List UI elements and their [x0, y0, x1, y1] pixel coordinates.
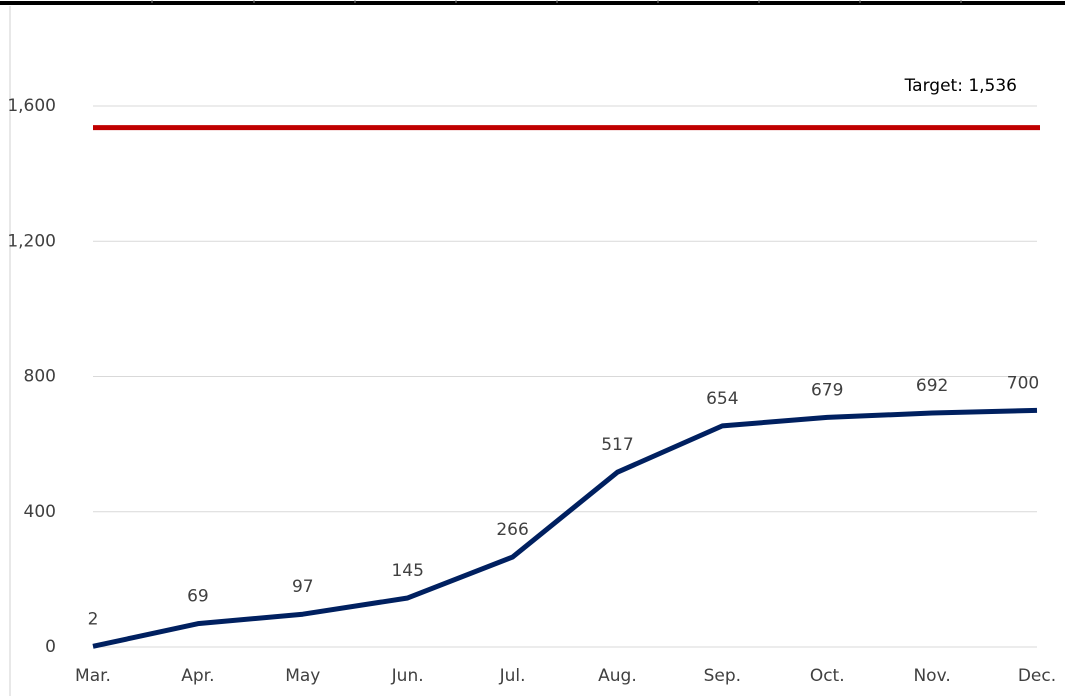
y-tick-label: 800 — [24, 367, 56, 387]
x-tick-label: Dec. — [1018, 666, 1056, 686]
x-tick-label: Nov. — [913, 666, 950, 686]
data-label: 145 — [391, 561, 423, 581]
x-tick-label: May — [285, 666, 320, 686]
x-tick-label: Aug. — [598, 666, 637, 686]
data-label: 700 — [1007, 373, 1039, 393]
x-tick-label: Jun. — [391, 666, 424, 686]
x-tick-label: Oct. — [810, 666, 845, 686]
y-tick-label: 400 — [24, 502, 56, 522]
y-tick-label: 0 — [45, 637, 56, 657]
data-label: 692 — [916, 376, 948, 396]
y-tick-label: 1,600 — [7, 96, 56, 116]
x-tick-label: Sep. — [704, 666, 741, 686]
data-label: 679 — [811, 380, 843, 400]
data-line — [92, 407, 1038, 649]
x-tick-label: Mar. — [75, 666, 111, 686]
y-tick-label: 1,200 — [7, 231, 56, 251]
data-label: 517 — [601, 435, 633, 455]
x-tick-label: Jul. — [499, 666, 526, 686]
data-label: 97 — [292, 577, 314, 597]
data-label: 654 — [706, 389, 738, 409]
data-label: 2 — [88, 609, 99, 629]
data-label: 69 — [187, 587, 209, 607]
data-label: 266 — [496, 520, 528, 540]
target-label: Target: 1,536 — [904, 76, 1017, 96]
x-tick-label: Apr. — [181, 666, 214, 686]
